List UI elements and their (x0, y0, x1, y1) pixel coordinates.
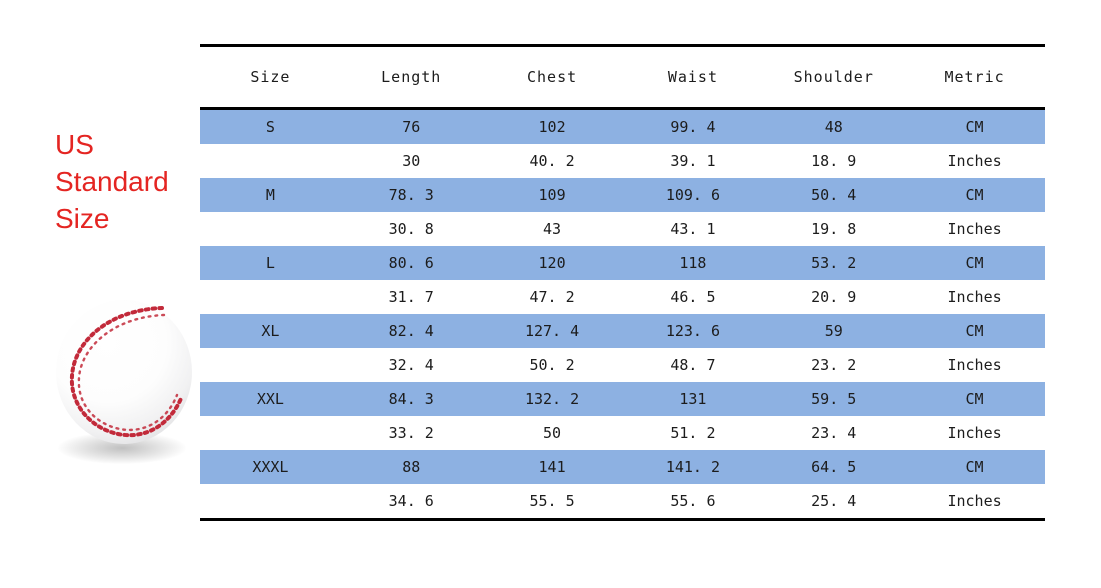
table-cell-waist: 131 (679, 390, 707, 408)
table-cell-waist: 55. 6 (670, 492, 716, 510)
table-cell-metric: CM (965, 118, 984, 136)
table-cell-length: 88 (402, 458, 421, 476)
table-cell-chest: 55. 5 (529, 492, 575, 510)
table-cell-chest: 40. 2 (529, 152, 575, 170)
baseball-image (50, 296, 200, 476)
table-cell-metric: Inches (947, 220, 1002, 238)
table-cell-shoulder: 18. 9 (811, 152, 857, 170)
table-cell-waist: 43. 1 (670, 220, 716, 238)
table-cell-waist: 99. 4 (670, 118, 716, 136)
table-row: 32. 4 50. 2 48. 7 23. 2 Inches (200, 348, 1045, 382)
table-cell-shoulder: 64. 5 (811, 458, 857, 476)
table-cell-size: XXL (256, 390, 284, 408)
table-cell-waist: 46. 5 (670, 288, 716, 306)
table-cell-chest: 127. 4 (524, 322, 580, 340)
column-header-waist: Waist (667, 68, 718, 86)
label-line-2: Standard (55, 166, 169, 197)
table-cell-metric: Inches (947, 288, 1002, 306)
column-header-length: Length (381, 68, 442, 86)
table-cell-waist: 123. 6 (665, 322, 720, 340)
table-cell-metric: CM (965, 186, 984, 204)
table-cell-length: 30 (402, 152, 421, 170)
table-cell-chest: 50. 2 (529, 356, 575, 374)
table-cell-metric: Inches (947, 424, 1002, 442)
table-cell-waist: 51. 2 (670, 424, 716, 442)
table-cell-metric: Inches (947, 356, 1002, 374)
table-cell-metric: Inches (947, 492, 1002, 510)
table-cell-chest: 120 (538, 254, 566, 272)
column-header-shoulder: Shoulder (793, 68, 874, 86)
column-header-metric: Metric (944, 68, 1005, 86)
table-cell-metric: CM (965, 390, 984, 408)
table-cell-length: 82. 4 (388, 322, 434, 340)
table-cell-shoulder: 19. 8 (811, 220, 857, 238)
table-header-row: Size Length Chest Waist Shoulder Metric (200, 47, 1045, 110)
column-header-size: Size (250, 68, 291, 86)
label-line-3: Size (55, 203, 110, 234)
table-body: S 76 102 99. 4 48 CM 30 40. 2 39. 1 18. 9 Inches M 7… (200, 110, 1045, 518)
table-cell-metric: CM (965, 458, 984, 476)
table-cell-length: 31. 7 (388, 288, 434, 306)
label-line-1: US (55, 129, 94, 160)
table-cell-metric: Inches (947, 152, 1002, 170)
table-cell-length: 76 (402, 118, 421, 136)
table-cell-waist: 118 (679, 254, 707, 272)
table-cell-size: M (265, 186, 275, 204)
table-cell-chest: 132. 2 (524, 390, 580, 408)
table-row: 34. 6 55. 5 55. 6 25. 4 Inches (200, 484, 1045, 518)
table-row: XXL 84. 3 132. 2 131 59. 5 CM (200, 382, 1045, 416)
table-cell-size: L (265, 254, 275, 272)
table-cell-chest: 141 (538, 458, 566, 476)
table-cell-waist: 109. 6 (665, 186, 720, 204)
table-cell-waist: 48. 7 (670, 356, 716, 374)
table-cell-shoulder: 59. 5 (811, 390, 857, 408)
table-cell-length: 33. 2 (388, 424, 434, 442)
table-cell-size: XXXL (252, 458, 289, 476)
table-cell-size: S (265, 118, 275, 136)
table-cell-shoulder: 25. 4 (811, 492, 857, 510)
table-cell-shoulder: 48 (824, 118, 843, 136)
table-cell-shoulder: 59 (824, 322, 843, 340)
table-cell-shoulder: 23. 2 (811, 356, 857, 374)
table-row: XL 82. 4 127. 4 123. 6 59 CM (200, 314, 1045, 348)
table-cell-waist: 141. 2 (665, 458, 720, 476)
table-cell-chest: 50 (543, 424, 562, 442)
table-cell-length: 80. 6 (388, 254, 434, 272)
table-cell-chest: 47. 2 (529, 288, 575, 306)
table-row: XXXL 88 141 141. 2 64. 5 CM (200, 450, 1045, 484)
table-cell-chest: 43 (543, 220, 562, 238)
table-row: S 76 102 99. 4 48 CM (200, 110, 1045, 144)
table-cell-length: 32. 4 (388, 356, 434, 374)
table-cell-chest: 109 (538, 186, 566, 204)
table-row: 30 40. 2 39. 1 18. 9 Inches (200, 144, 1045, 178)
table-row: L 80. 6 120 118 53. 2 CM (200, 246, 1045, 280)
column-header-chest: Chest (526, 68, 578, 86)
table-cell-length: 34. 6 (388, 492, 434, 510)
table-row: 33. 2 50 51. 2 23. 4 Inches (200, 416, 1045, 450)
table-cell-length: 30. 8 (388, 220, 434, 238)
table-cell-waist: 39. 1 (670, 152, 716, 170)
table-cell-shoulder: 50. 4 (811, 186, 857, 204)
table-cell-length: 84. 3 (388, 390, 434, 408)
us-standard-size-label: US Standard Size (55, 126, 169, 237)
baseball-stitches-icon (69, 306, 184, 438)
table-row: 31. 7 47. 2 46. 5 20. 9 Inches (200, 280, 1045, 314)
table-row: M 78. 3 109 109. 6 50. 4 CM (200, 178, 1045, 212)
table-cell-metric: CM (965, 322, 984, 340)
size-chart-table: Size Length Chest Waist Shoulder Metric … (200, 44, 1045, 521)
table-cell-shoulder: 23. 4 (811, 424, 857, 442)
table-cell-shoulder: 20. 9 (811, 288, 857, 306)
table-row: 30. 8 43 43. 1 19. 8 Inches (200, 212, 1045, 246)
table-cell-shoulder: 53. 2 (811, 254, 857, 272)
table-cell-chest: 102 (538, 118, 566, 136)
table-cell-size: XL (261, 322, 280, 340)
table-cell-metric: CM (965, 254, 984, 272)
table-cell-length: 78. 3 (388, 186, 434, 204)
